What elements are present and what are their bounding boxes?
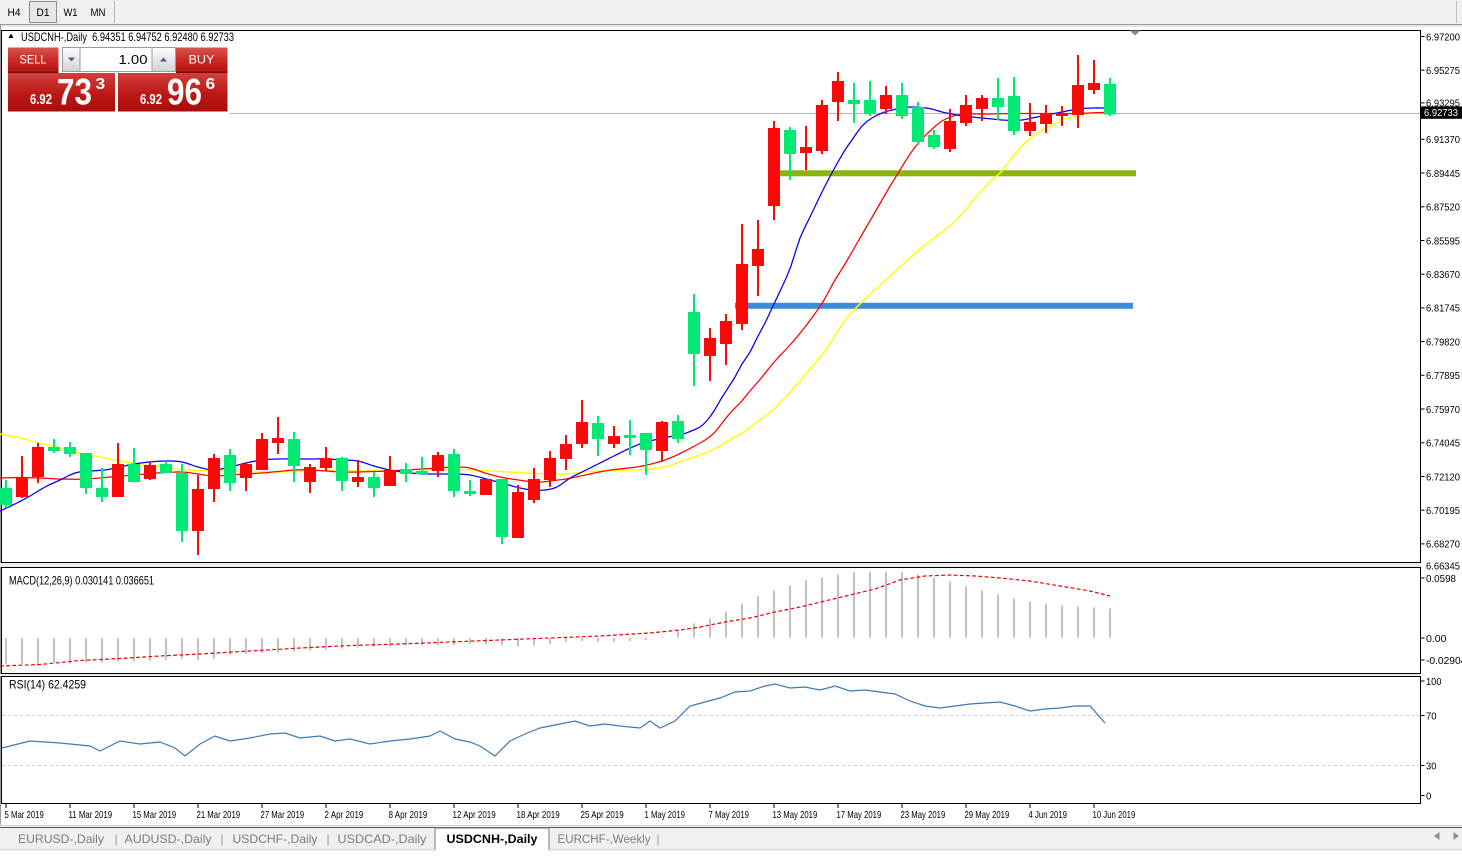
svg-text:|: |	[656, 832, 659, 846]
svg-text:2 Apr 2019: 2 Apr 2019	[325, 809, 364, 821]
svg-text:EURCHF-,Weekly: EURCHF-,Weekly	[558, 832, 651, 846]
svg-text:0.0598: 0.0598	[1426, 573, 1456, 585]
svg-text:6.92733: 6.92733	[1424, 107, 1458, 119]
svg-text:6.79820: 6.79820	[1426, 336, 1460, 348]
svg-text:6: 6	[206, 76, 216, 93]
svg-text:10 Jun 2019: 10 Jun 2019	[1093, 809, 1136, 821]
svg-text:USDCHF-,Daily: USDCHF-,Daily	[233, 832, 318, 846]
svg-text:USDCNH-,Daily: USDCNH-,Daily	[447, 834, 539, 846]
svg-text:29 May 2019: 29 May 2019	[965, 809, 1010, 821]
svg-text:18 Apr 2019: 18 Apr 2019	[517, 809, 560, 821]
svg-text:30: 30	[1426, 760, 1437, 772]
svg-text:SELL: SELL	[20, 53, 47, 67]
svg-text:21 Mar 2019: 21 Mar 2019	[197, 809, 241, 821]
svg-text:13 May 2019: 13 May 2019	[773, 809, 818, 821]
svg-text:|: |	[220, 832, 223, 846]
svg-text:0.00: 0.00	[1426, 633, 1447, 645]
svg-text:100: 100	[1426, 676, 1442, 688]
svg-text:|: |	[114, 832, 117, 846]
svg-text:6.85595: 6.85595	[1426, 235, 1460, 247]
svg-text:6.72120: 6.72120	[1426, 471, 1460, 483]
svg-text:3: 3	[96, 76, 106, 93]
svg-text:1 May 2019: 1 May 2019	[645, 809, 686, 821]
svg-text:RSI(14) 62.4259: RSI(14) 62.4259	[9, 678, 86, 692]
svg-text:USDCAD-,Daily: USDCAD-,Daily	[338, 832, 427, 846]
svg-text:6.74045: 6.74045	[1426, 438, 1460, 450]
svg-text:70: 70	[1426, 710, 1437, 722]
svg-text:15 Mar 2019: 15 Mar 2019	[133, 809, 177, 821]
svg-text:6.89445: 6.89445	[1426, 168, 1460, 180]
svg-text:AUDUSD-,Daily: AUDUSD-,Daily	[125, 832, 212, 846]
svg-text:-0.029049: -0.029049	[1426, 655, 1462, 667]
svg-text:6.83670: 6.83670	[1426, 269, 1460, 281]
svg-text:25 Apr 2019: 25 Apr 2019	[581, 809, 624, 821]
svg-text:4 Jun 2019: 4 Jun 2019	[1029, 809, 1068, 821]
svg-text:23 May 2019: 23 May 2019	[901, 809, 946, 821]
svg-text:96: 96	[167, 71, 202, 113]
svg-text:W1: W1	[64, 7, 78, 19]
svg-text:6.92: 6.92	[140, 92, 162, 108]
svg-text:6.75970: 6.75970	[1426, 404, 1460, 416]
svg-text:1.00: 1.00	[119, 52, 148, 67]
svg-text:17 May 2019: 17 May 2019	[837, 809, 882, 821]
svg-text:6.91370: 6.91370	[1426, 134, 1460, 146]
svg-text:6.92: 6.92	[30, 92, 52, 108]
svg-text:H4: H4	[8, 7, 21, 19]
svg-text:8 Apr 2019: 8 Apr 2019	[389, 809, 428, 821]
svg-text:0: 0	[1426, 790, 1431, 802]
svg-text:6.81745: 6.81745	[1426, 303, 1460, 315]
svg-text:6.87520: 6.87520	[1426, 202, 1460, 214]
svg-text:6.70195: 6.70195	[1426, 505, 1460, 517]
svg-text:11 Mar 2019: 11 Mar 2019	[69, 809, 113, 821]
svg-text:D1: D1	[37, 7, 50, 19]
svg-text:USDCNH-,Daily 6.94351 6.94752: USDCNH-,Daily 6.94351 6.94752 6.92480 6.…	[21, 30, 234, 44]
svg-text:12 Apr 2019: 12 Apr 2019	[453, 809, 496, 821]
svg-text:6.95275: 6.95275	[1426, 65, 1460, 77]
svg-text:EURUSD-,Daily: EURUSD-,Daily	[18, 832, 104, 846]
svg-text:|: |	[326, 832, 329, 846]
svg-text:73: 73	[57, 71, 92, 113]
svg-text:27 Mar 2019: 27 Mar 2019	[261, 809, 305, 821]
svg-text:MN: MN	[91, 7, 106, 19]
svg-text:BUY: BUY	[189, 53, 215, 67]
svg-text:6.68270: 6.68270	[1426, 539, 1460, 551]
svg-text:6.97200: 6.97200	[1426, 31, 1460, 43]
svg-text:6.77895: 6.77895	[1426, 370, 1460, 382]
svg-text:MACD(12,26,9) 0.030141 0.03665: MACD(12,26,9) 0.030141 0.036651	[9, 574, 154, 588]
svg-text:5 Mar 2019: 5 Mar 2019	[5, 809, 44, 821]
svg-text:6.66345: 6.66345	[1426, 561, 1460, 573]
svg-text:7 May 2019: 7 May 2019	[709, 809, 750, 821]
